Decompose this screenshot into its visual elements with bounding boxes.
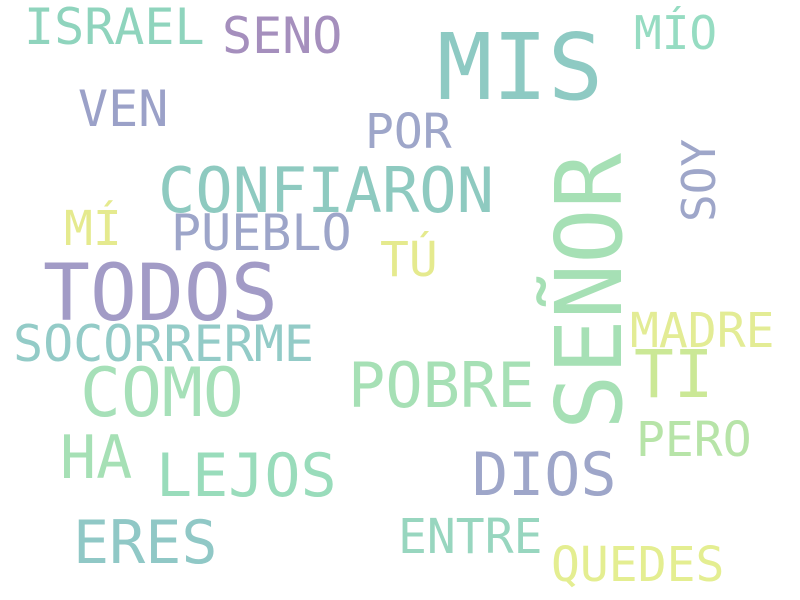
word-ha: HA <box>60 423 133 493</box>
word-quedes: QUEDES <box>551 537 725 593</box>
word-pobre: POBRE <box>348 349 535 422</box>
word-ven: VEN <box>78 80 169 138</box>
word-seno: SENO <box>222 7 343 65</box>
word-mi: MÍ <box>64 201 122 257</box>
word-soy: SOY <box>672 138 726 222</box>
word-pero: PERO <box>636 412 752 468</box>
word-mis: MIS <box>437 14 604 121</box>
word-mio: MÍO <box>634 6 718 60</box>
word-eres: ERES <box>73 508 218 578</box>
word-israel: ISRAEL <box>24 0 205 56</box>
word-por: POR <box>365 104 452 160</box>
word-como: COMO <box>80 354 244 433</box>
word-tu: TÚ <box>380 232 438 288</box>
word-pueblo: PUEBLO <box>171 204 352 262</box>
word-entre: ENTRE <box>398 509 543 565</box>
word-todos: TODOS <box>43 249 278 339</box>
word-madre: MADRE <box>630 303 775 359</box>
word-ti: TI <box>634 336 714 413</box>
word-confiaron: CONFIARON <box>158 154 494 227</box>
word-senor: SEÑOR <box>536 153 643 430</box>
word-socorrerme: SOCORRERME <box>13 315 315 373</box>
word-dios: DIOS <box>472 440 617 510</box>
word-lejos: LEJOS <box>156 441 337 511</box>
